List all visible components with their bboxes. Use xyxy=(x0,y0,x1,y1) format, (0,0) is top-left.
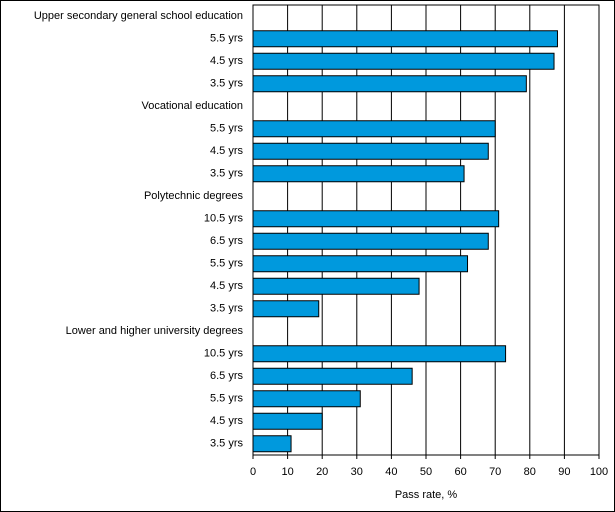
bar xyxy=(252,232,489,250)
x-tick-label: 20 xyxy=(316,466,328,478)
y-tick-label: 10.5 yrs xyxy=(204,213,244,225)
y-tick-label: Vocational education xyxy=(141,100,243,112)
x-tick-label: 30 xyxy=(351,466,363,478)
x-tick-label: 40 xyxy=(385,466,397,478)
bar xyxy=(252,345,507,363)
x-tick-label: 0 xyxy=(250,466,256,478)
bar xyxy=(252,435,292,453)
y-tick-label: 4.5 yrs xyxy=(210,145,244,157)
y-tick-label: 5.5 yrs xyxy=(210,393,244,405)
y-tick-label: Upper secondary general school education xyxy=(34,10,243,22)
y-tick-label: 4.5 yrs xyxy=(210,415,244,427)
y-tick-label: 3.5 yrs xyxy=(210,168,244,180)
x-tick-label: 50 xyxy=(420,466,432,478)
y-tick-label: 10.5 yrs xyxy=(204,348,244,360)
y-tick-label: 3.5 yrs xyxy=(210,438,244,450)
y-tick-label: 4.5 yrs xyxy=(210,280,244,292)
y-tick-label: 3.5 yrs xyxy=(210,78,244,90)
bar xyxy=(252,210,500,228)
y-tick-label: Lower and higher university degrees xyxy=(66,325,244,337)
x-tick-label: 90 xyxy=(558,466,570,478)
y-tick-label: 5.5 yrs xyxy=(210,33,244,45)
bar xyxy=(252,367,413,385)
x-tick-label: 100 xyxy=(590,466,608,478)
y-tick-label: 4.5 yrs xyxy=(210,55,244,67)
bar xyxy=(252,255,469,273)
y-tick-label: 5.5 yrs xyxy=(210,123,244,135)
bar xyxy=(252,277,420,295)
y-tick-label: 5.5 yrs xyxy=(210,258,244,270)
bar xyxy=(252,390,361,408)
y-tick-label: 3.5 yrs xyxy=(210,303,244,315)
bar xyxy=(252,142,489,160)
x-axis-label: Pass rate, % xyxy=(395,489,458,501)
y-tick-label: 6.5 yrs xyxy=(210,370,244,382)
y-tick-label: 6.5 yrs xyxy=(210,235,244,247)
x-tick-label: 70 xyxy=(489,466,501,478)
x-tick-label: 60 xyxy=(454,466,466,478)
x-tick-label: 80 xyxy=(524,466,536,478)
bar xyxy=(252,412,323,430)
bar xyxy=(252,30,558,48)
bar xyxy=(252,52,555,70)
bar xyxy=(252,75,527,93)
bar xyxy=(252,120,496,138)
x-tick-label: 10 xyxy=(281,466,293,478)
y-tick-label: Polytechnic degrees xyxy=(144,190,244,202)
bar xyxy=(252,165,465,183)
bar xyxy=(252,300,320,318)
